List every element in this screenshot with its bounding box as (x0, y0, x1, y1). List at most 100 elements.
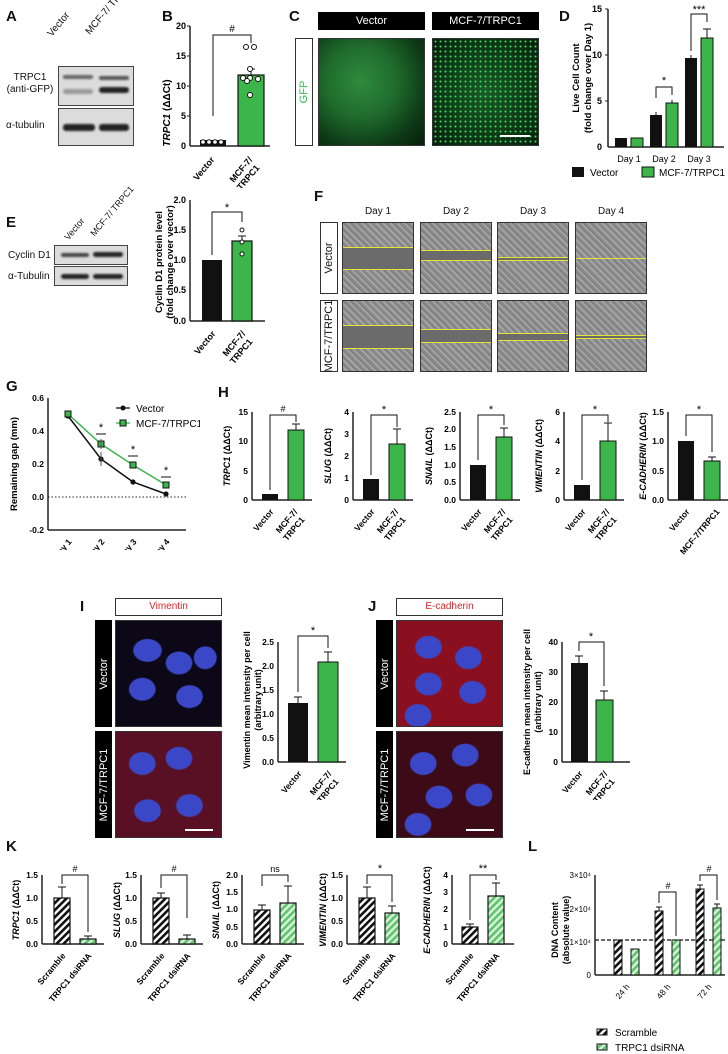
svg-text:1.0: 1.0 (173, 255, 186, 265)
scratch-image-vector-day4 (575, 222, 647, 294)
svg-text:*: * (662, 75, 667, 87)
panel-label-k: K (6, 838, 17, 855)
svg-text:*: * (697, 404, 702, 416)
svg-text:10: 10 (549, 727, 559, 737)
row-label-vector-f: Vector (320, 222, 338, 294)
panel-label-i: I (80, 598, 85, 615)
svg-text:0.0: 0.0 (331, 939, 343, 949)
svg-text:ns: ns (270, 864, 280, 874)
svg-text:0.5: 0.5 (444, 477, 456, 487)
scratch-image-mcf7-day1 (342, 300, 414, 372)
svg-text:3: 3 (443, 887, 448, 897)
svg-text:1.5: 1.5 (444, 442, 456, 452)
row-label-vector-j: Vector (376, 620, 393, 727)
scale-bar (466, 829, 494, 831)
svg-text:15: 15 (176, 51, 186, 61)
svg-text:4: 4 (344, 407, 349, 417)
svg-text:1.5: 1.5 (125, 870, 137, 880)
day-label-4: Day 4 (597, 206, 625, 217)
scratch-image-mcf7-day4 (575, 300, 647, 372)
header-vector: Vector (318, 12, 425, 30)
scratch-image-mcf7-day3 (497, 300, 569, 372)
svg-text:0.5: 0.5 (331, 916, 343, 926)
svg-text:Day 4: Day 4 (149, 537, 171, 550)
svg-text:*: * (225, 202, 230, 214)
svg-text:1.0: 1.0 (226, 904, 238, 914)
svg-text:1.5: 1.5 (331, 870, 343, 880)
lane-label-mcf7: MCF-7/ TRPC1 (83, 0, 137, 37)
svg-text:*: * (99, 422, 104, 434)
svg-text:SLUG (ΔΔCt): SLUG (ΔΔCt) (112, 882, 122, 938)
svg-text:2.0: 2.0 (173, 195, 186, 205)
svg-text:VIMENTIN (ΔΔCt): VIMENTIN (ΔΔCt) (534, 419, 544, 493)
svg-text:Vector: Vector (191, 154, 217, 182)
svg-text:Day 2: Day 2 (84, 537, 106, 550)
svg-text:2.0: 2.0 (444, 424, 456, 434)
svg-text:0: 0 (555, 495, 560, 505)
chart-e: 2.0 1.5 1.0 0.5 0.0 * Cyclin D1 protein leve… (154, 195, 265, 366)
svg-text:0: 0 (181, 141, 186, 151)
chart-d: 15 10 5 0 * *** Live Cell Count (fold chang… (571, 4, 726, 179)
chart-j: 40 30 20 10 0 * E-cadherin mean intensity pe… (522, 629, 630, 800)
svg-text:Vector: Vector (667, 506, 692, 533)
svg-text:0: 0 (587, 971, 592, 980)
svg-text:*: * (382, 404, 387, 416)
svg-text:Day 3: Day 3 (116, 537, 138, 550)
svg-text:#: # (706, 864, 711, 874)
svg-text:(arbitrary unit): (arbitrary unit) (253, 669, 263, 731)
svg-text:*: * (311, 625, 316, 637)
panel-label-g: G (6, 378, 18, 395)
ecadherin-image-mcf7 (396, 731, 503, 838)
svg-text:2.0: 2.0 (262, 661, 274, 671)
svg-text:*: * (378, 863, 383, 875)
svg-text:4: 4 (443, 870, 448, 880)
vimentin-image-vector (115, 620, 222, 727)
svg-text:Vector: Vector (192, 328, 218, 356)
legend-dsirna: TRPC1 dsiRNA (615, 1043, 685, 1054)
svg-text:***: *** (693, 4, 707, 16)
svg-text:#: # (171, 864, 176, 874)
panel-label-d: D (559, 8, 570, 25)
svg-text:TRPC1 (ΔΔCt): TRPC1 (ΔΔCt) (222, 426, 232, 486)
svg-text:*: * (489, 404, 494, 416)
chart-i: 2.5 2.0 1.5 1.0 0.5 0.0 * Vimentin mean inten… (242, 625, 346, 800)
svg-text:(fold change over vector): (fold change over vector) (165, 205, 176, 319)
svg-text:0.5: 0.5 (26, 916, 38, 926)
row-label-vector-i: Vector (95, 620, 112, 727)
svg-text:2: 2 (443, 904, 448, 914)
svg-text:48 h: 48 h (654, 982, 672, 1001)
legend-scramble: Scramble (615, 1028, 658, 1039)
svg-text:Vector: Vector (279, 768, 304, 795)
header-vimentin: Vimentin (115, 598, 222, 616)
svg-text:5: 5 (597, 96, 602, 106)
svg-text:2.5: 2.5 (444, 407, 456, 417)
gfp-side-label: GFP (295, 38, 313, 146)
svg-text:1.0: 1.0 (262, 709, 274, 719)
svg-text:Vector: Vector (251, 506, 276, 533)
svg-text:0.0: 0.0 (652, 495, 664, 505)
panel-label-j: J (368, 598, 377, 615)
svg-text:0.0: 0.0 (173, 316, 186, 326)
svg-text:1.0: 1.0 (444, 460, 456, 470)
svg-text:1.5: 1.5 (26, 870, 38, 880)
svg-text:0.6: 0.6 (32, 393, 44, 403)
svg-text:0.5: 0.5 (226, 922, 238, 932)
svg-text:3×10⁴: 3×10⁴ (570, 871, 592, 880)
svg-text:5: 5 (181, 111, 186, 121)
svg-text:VIMENTIN (ΔΔCt): VIMENTIN (ΔΔCt) (318, 873, 328, 947)
row-label-tubulin: α-tubulin (6, 120, 45, 131)
svg-text:6: 6 (555, 407, 560, 417)
scratch-image-vector-day2 (420, 222, 492, 294)
svg-text:4: 4 (555, 436, 560, 446)
svg-text:Vector: Vector (563, 506, 588, 533)
svg-text:2: 2 (555, 466, 560, 476)
svg-text:2×10⁴: 2×10⁴ (570, 905, 592, 914)
scratch-image-vector-day1 (342, 222, 414, 294)
legend-vector: Vector (590, 168, 619, 179)
svg-text:72 h: 72 h (695, 982, 713, 1001)
row-label-mcf7-j: MCF-7/TRPC1 (376, 731, 393, 838)
svg-text:SLUG (ΔΔCt): SLUG (ΔΔCt) (323, 428, 333, 484)
western-blot-tubulin (58, 108, 134, 146)
svg-text:Day 1: Day 1 (617, 154, 641, 164)
